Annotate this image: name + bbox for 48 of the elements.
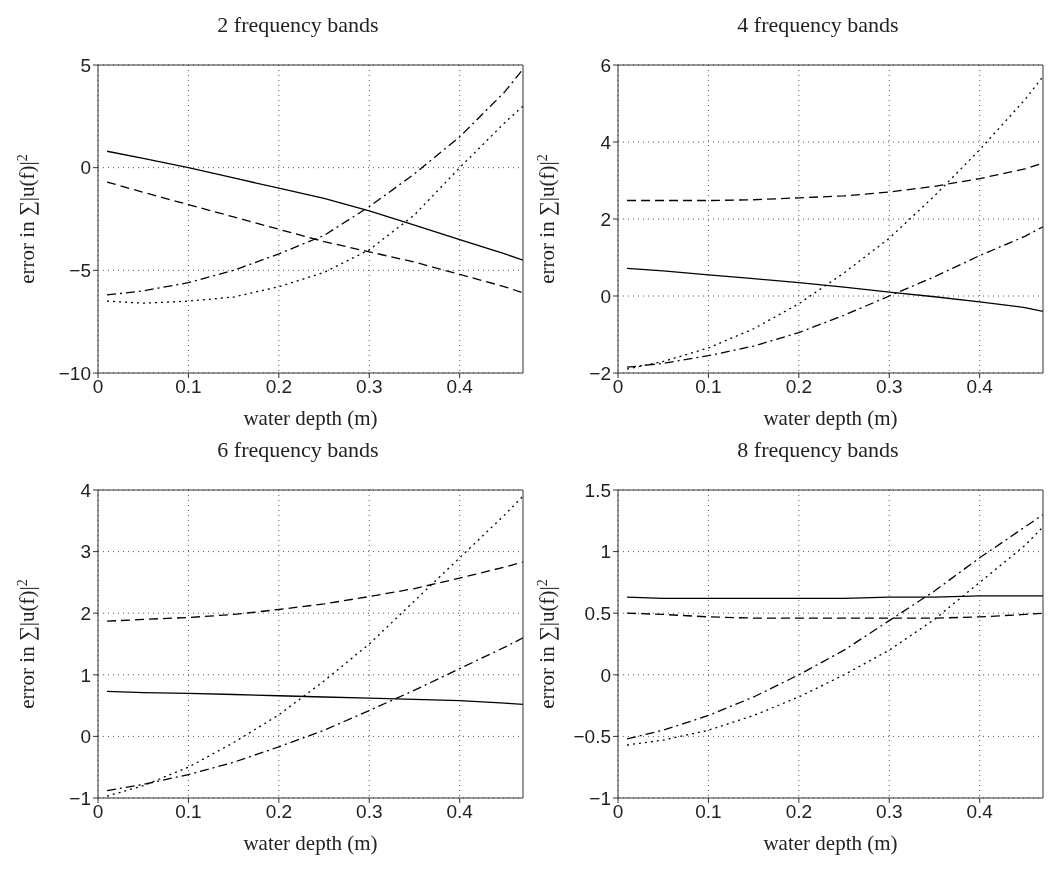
x-tick-label: 0.2 xyxy=(785,801,813,823)
y-tick-label: 5 xyxy=(80,54,91,76)
x-tick-label: 0.4 xyxy=(966,376,994,398)
x-tick-label: 0.3 xyxy=(876,801,903,823)
y-tick-label: 2 xyxy=(600,208,611,230)
y-tick-label: 1 xyxy=(80,664,91,686)
x-tick-label: 0.1 xyxy=(695,376,722,398)
x-tick-label: 0.3 xyxy=(356,376,383,398)
chart-title: 6 frequency bands xyxy=(217,437,379,464)
x-tick-label: 0.2 xyxy=(785,376,813,398)
x-axis-title: water depth (m) xyxy=(763,831,898,855)
y-tick-label: −2 xyxy=(589,362,611,384)
chart-title: 4 frequency bands xyxy=(737,12,899,39)
y-tick-label: 1 xyxy=(600,541,611,563)
x-axis-title: water depth (m) xyxy=(763,406,898,430)
y-tick-label: 1.5 xyxy=(584,479,611,501)
y-tick-label: 0 xyxy=(80,157,91,179)
line-series xyxy=(106,495,523,797)
x-tick-label: 0.4 xyxy=(966,801,994,823)
y-tick-label: −1 xyxy=(69,787,91,809)
y-tick-label: 2 xyxy=(80,602,91,624)
y-tick-label: 6 xyxy=(600,54,611,76)
y-tick-label: 0 xyxy=(600,664,611,686)
y-tick-label: −10 xyxy=(58,362,91,384)
y-tick-label: 4 xyxy=(600,131,612,153)
x-tick-label: 0.2 xyxy=(265,801,293,823)
chart-title: 2 frequency bands xyxy=(217,12,379,39)
x-tick-label: 0.1 xyxy=(175,801,202,823)
y-tick-label: 0.5 xyxy=(584,602,611,624)
y-tick-label: −5 xyxy=(69,260,91,282)
x-tick-label: 0.3 xyxy=(876,376,903,398)
x-axis-title: water depth (m) xyxy=(243,831,378,855)
line-series xyxy=(106,68,523,296)
y-tick-label: 0 xyxy=(600,285,611,307)
y-tick-label: 0 xyxy=(80,726,91,748)
x-axis-title: water depth (m) xyxy=(243,406,378,430)
y-tick-label: −0.5 xyxy=(573,726,611,748)
x-tick-label: 0.3 xyxy=(356,801,383,823)
x-tick-label: 0.1 xyxy=(175,376,202,398)
x-tick-label: 0.2 xyxy=(265,376,293,398)
y-tick-label: 3 xyxy=(80,541,91,563)
chart-title: 8 frequency bands xyxy=(737,437,899,464)
x-tick-label: 0.1 xyxy=(695,801,722,823)
x-tick-label: 0.4 xyxy=(446,801,474,823)
y-tick-label: 4 xyxy=(80,479,92,501)
y-tick-label: −1 xyxy=(589,787,611,809)
line-series xyxy=(106,105,523,304)
x-tick-label: 0.4 xyxy=(446,376,474,398)
